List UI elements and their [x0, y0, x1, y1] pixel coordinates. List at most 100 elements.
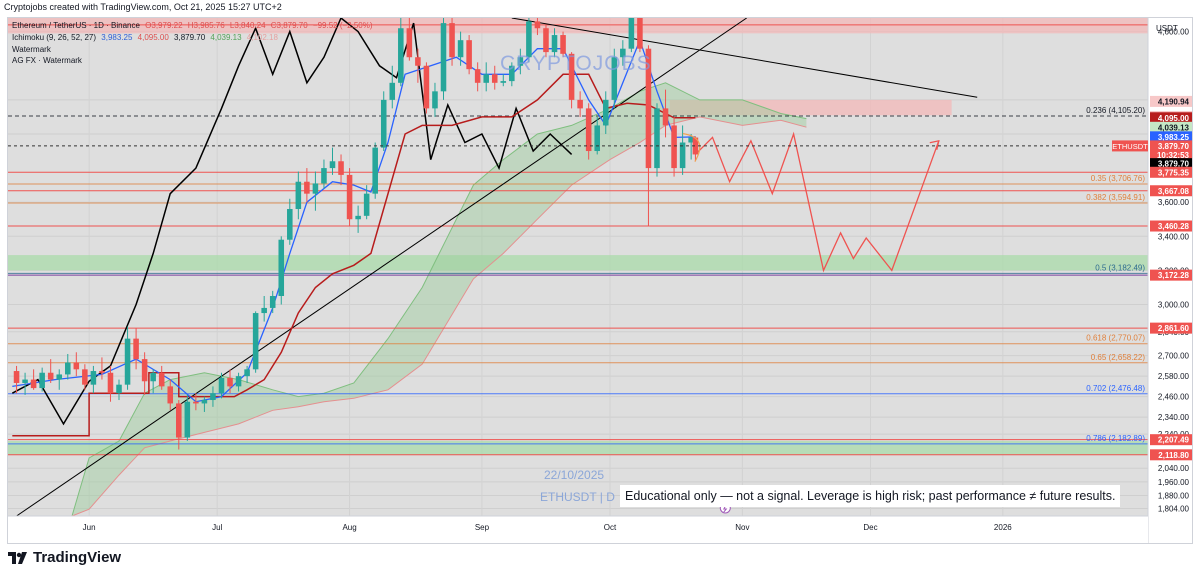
fib-level-label: 0.35 (3,706.76) [1091, 174, 1146, 183]
candle-body [99, 371, 105, 373]
candle-body [602, 99, 609, 126]
candle-body [380, 99, 387, 148]
price-label-box [1150, 166, 1192, 178]
candle-body [269, 295, 276, 308]
pair-stamp: ETHUSDT | D [540, 490, 615, 504]
price-label-box [1150, 220, 1192, 232]
legend-ichimoku-row: Ichimoku (9, 26, 52, 27) 3,983.25 4,095.… [12, 33, 281, 42]
price-tick-label: 3,000.00 [1158, 301, 1190, 310]
candle-body [688, 137, 694, 143]
price-tick-label: 2,460.00 [1158, 393, 1190, 402]
legend-watermark[interactable]: Watermark [12, 45, 51, 54]
tenkan-sen-line [12, 38, 696, 403]
time-tick-label: Aug [342, 523, 356, 532]
candle-body [432, 91, 438, 109]
candle-body [372, 147, 378, 194]
candle-body [457, 40, 464, 58]
candle-body [568, 53, 575, 100]
candle-body [637, 18, 643, 49]
price-chart[interactable]: 0.236 (4,105.20) 0.35 (3,706.76) 0.382 (3,… [8, 18, 1193, 544]
price-label-box [1150, 149, 1192, 161]
brand-bar[interactable]: TradingView [8, 545, 121, 570]
price-label-box [1150, 121, 1192, 133]
candle-body [491, 74, 498, 83]
price-label-box [1150, 140, 1192, 152]
candle-body [56, 374, 63, 380]
price-tick-label: 2,340.00 [1158, 413, 1190, 422]
candle-body [517, 57, 524, 66]
candle-body [22, 379, 28, 383]
candle-body [90, 371, 97, 385]
price-label-box [1150, 322, 1192, 334]
time-tick-label: Oct [604, 523, 617, 532]
legend-kijun-value: 4,095.00 [137, 33, 169, 42]
candle-body [107, 372, 114, 394]
price-tick-label: 2,580.00 [1158, 372, 1190, 381]
candle-body [218, 377, 225, 394]
candle-body [483, 74, 489, 83]
symbol-tag-box [1112, 140, 1148, 152]
price-label-text: 10:32:53 [1157, 151, 1190, 160]
candle-body [474, 69, 481, 83]
candle-body [116, 384, 122, 394]
candle-body [124, 338, 131, 385]
candle-body [611, 57, 618, 100]
ichimoku-cloud [12, 82, 807, 517]
price-tick-label: 1,804.00 [1158, 504, 1190, 513]
legend-open: O3,979.22 [145, 21, 183, 30]
candle-body [295, 181, 302, 210]
price-label-text: 3,775.35 [1158, 168, 1190, 177]
price-label-text: 2,207.49 [1158, 436, 1190, 445]
price-label-box [1150, 95, 1192, 107]
legend-ichimoku[interactable]: Ichimoku (9, 26, 52, 27) [12, 33, 97, 42]
candle-body [415, 57, 421, 66]
candle-body [423, 65, 430, 109]
legend-span-a-value: 4,039.13 [210, 33, 242, 42]
kijun-sen-line [12, 73, 696, 437]
price-label-box [1150, 269, 1192, 281]
candle-body [73, 362, 80, 370]
candle-body [287, 209, 293, 240]
candle-body [509, 65, 515, 82]
legend-symbol-row: Ethereum / TetherUS · 1D · Binance O3,97… [12, 21, 376, 30]
candle-body [449, 23, 455, 58]
price-tick-label: 3,400.00 [1158, 232, 1190, 241]
legend-close: C3,879.70 [270, 21, 308, 30]
price-label-text: 2,861.60 [1158, 324, 1190, 333]
candle-body [210, 393, 216, 401]
legend-agfx[interactable]: AG FX · Watermark [12, 56, 82, 65]
candle-body [193, 401, 199, 404]
candle-body [252, 313, 259, 370]
candle-body [278, 239, 285, 296]
candle-body [47, 372, 54, 380]
chart-credit: Cryptojobs created with TradingView.com,… [4, 2, 282, 12]
price-label-box [1150, 434, 1192, 446]
candle-body [440, 23, 447, 92]
candle-body [227, 377, 233, 387]
legend-symbol[interactable]: Ethereum / TetherUS · 1D · Binance [12, 21, 140, 30]
candle-body [560, 35, 566, 54]
candle-body [692, 137, 699, 155]
time-tick-label: Sep [475, 523, 490, 532]
candle-body [338, 161, 344, 175]
candle-body [654, 108, 660, 169]
legend-tenkan-value: 3,983.25 [101, 33, 133, 42]
candle-body [526, 21, 532, 58]
time-tick-label: Nov [735, 523, 749, 532]
price-label-text: 4,190.94 [1158, 97, 1190, 106]
price-label-text: 2,118.80 [1158, 451, 1189, 460]
symbol-tag-text: ETHUSDT [1112, 142, 1148, 151]
price-label-text: 4,039.13 [1158, 123, 1190, 132]
candle-body [312, 183, 319, 194]
chart-frame[interactable]: 0.236 (4,105.20) 0.35 (3,706.76) 0.382 (3,… [7, 17, 1193, 544]
candle-body [551, 35, 558, 53]
legend-high: H3,985.76 [187, 21, 225, 30]
candle-body [150, 372, 156, 382]
cloud-span-b-line [12, 116, 807, 517]
price-label-text: 4,095.00 [1158, 114, 1190, 123]
price-tick-label: 1,960.00 [1158, 478, 1190, 487]
candle-body [645, 48, 652, 169]
candle-body [82, 369, 88, 385]
candle-body [679, 142, 686, 169]
candle-body [500, 81, 507, 83]
